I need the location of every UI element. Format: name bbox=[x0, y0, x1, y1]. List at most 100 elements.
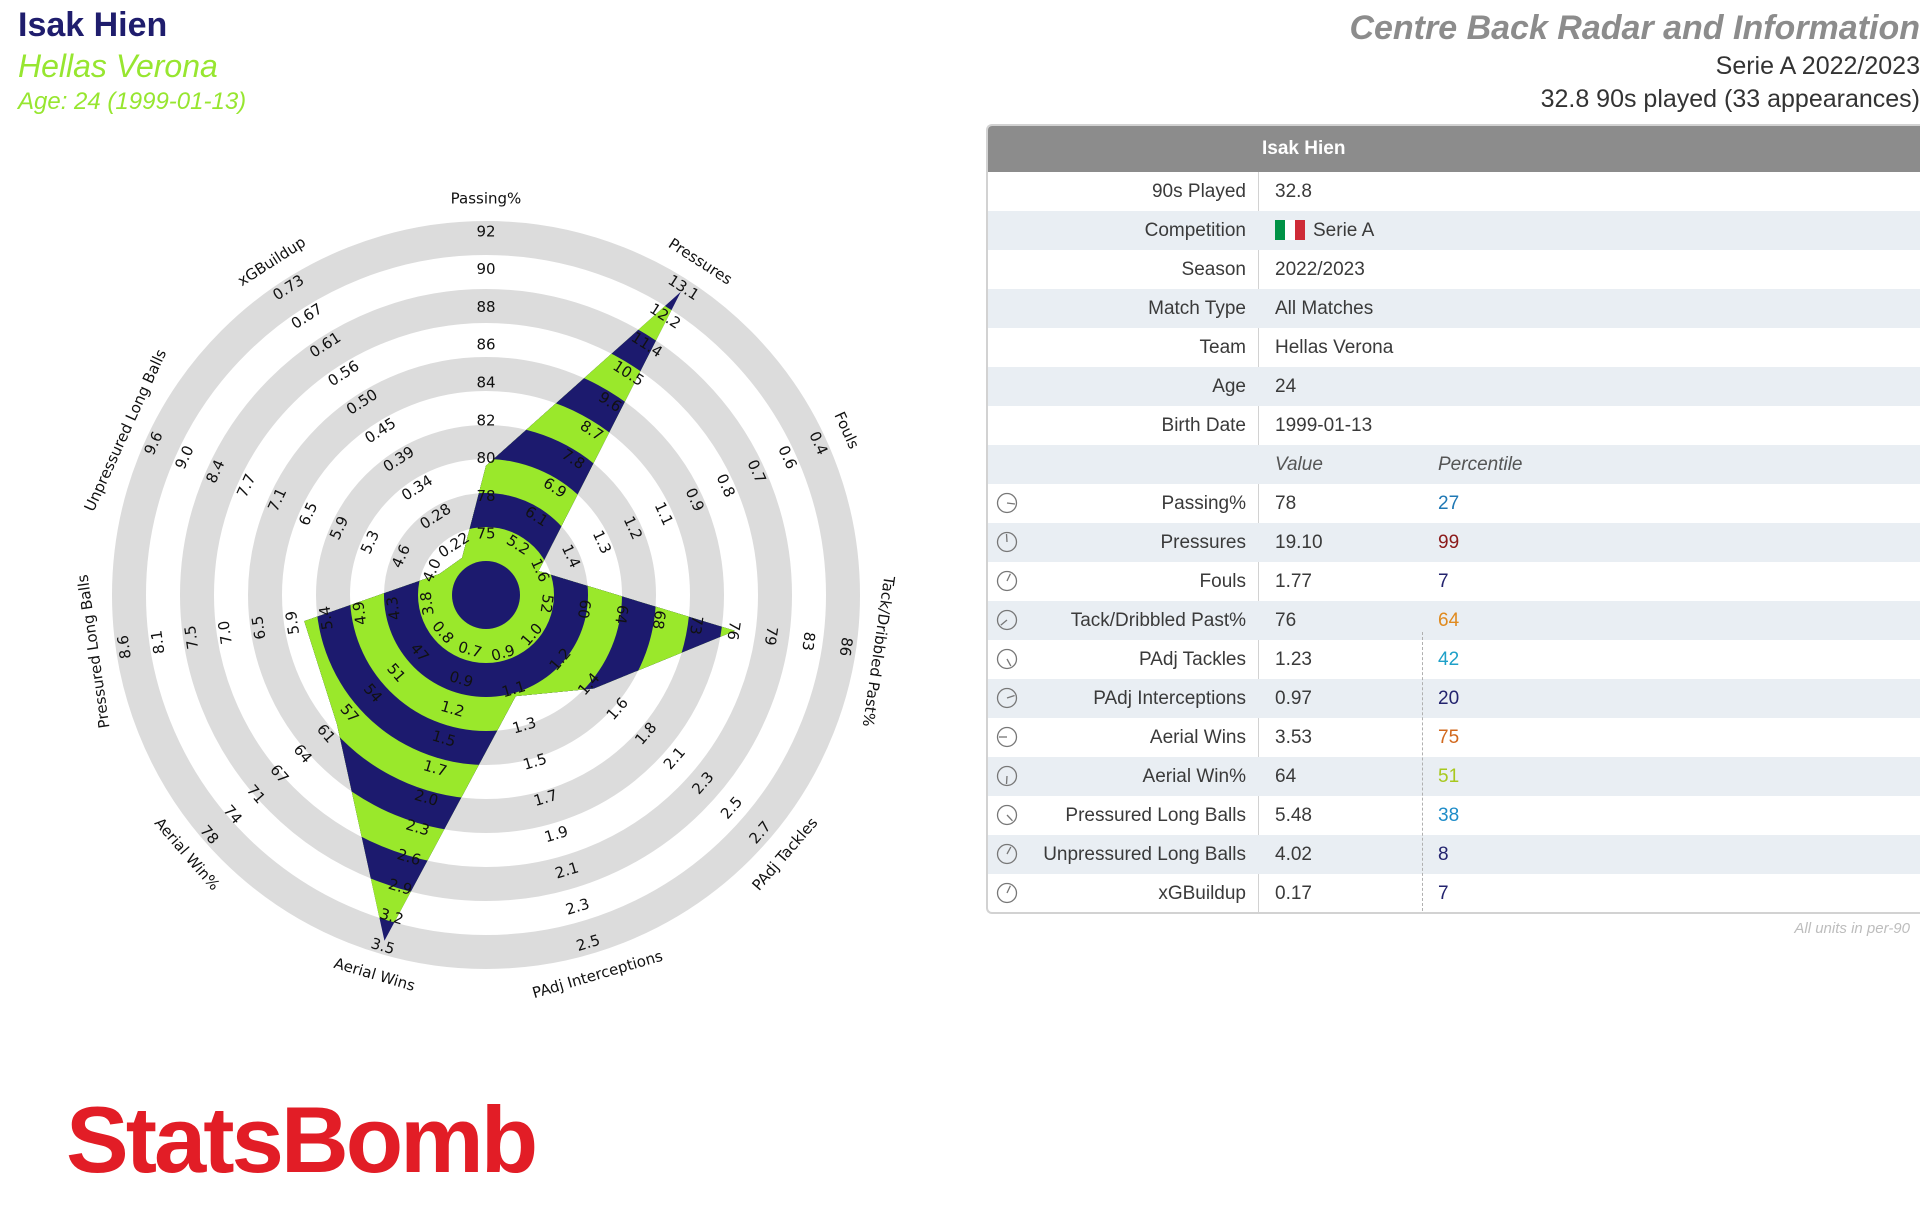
player-header: Isak Hien Hellas Verona Age: 24 (1999-01… bbox=[18, 4, 246, 118]
info-label: Birth Date bbox=[1161, 415, 1246, 436]
gauge-icon bbox=[996, 765, 1018, 787]
tick-label: 3.8 bbox=[416, 590, 437, 616]
radar-ring bbox=[112, 221, 860, 969]
stat-label: PAdj Tackles bbox=[1138, 649, 1246, 670]
gauge-icon bbox=[996, 609, 1018, 631]
info-value: 32.8 bbox=[1275, 181, 1312, 202]
stat-value: 64 bbox=[1275, 766, 1297, 787]
info-value: All Matches bbox=[1275, 298, 1374, 319]
stat-row: PAdj Interceptions 0.97 20 bbox=[988, 679, 1920, 718]
radar-ring bbox=[248, 357, 724, 833]
tick-label: 8.6 bbox=[114, 634, 135, 660]
value-column-header: Value bbox=[1275, 454, 1323, 475]
stat-percentile: 20 bbox=[1438, 688, 1460, 709]
info-row: Birth Date 1999-01-13 bbox=[988, 406, 1920, 445]
tick-label: 1.5 bbox=[430, 727, 458, 751]
tick-label: 2.5 bbox=[717, 793, 746, 823]
italy-flag-icon bbox=[1275, 215, 1305, 240]
stat-label: Tack/Dribbled Past% bbox=[1070, 610, 1246, 631]
stat-value: 4.02 bbox=[1275, 844, 1312, 865]
tick-label: 1.1 bbox=[500, 677, 528, 701]
tick-label: 79 bbox=[761, 625, 782, 646]
chart-title: Centre Back Radar and Information bbox=[1349, 9, 1920, 47]
tick-label: 3.2 bbox=[378, 905, 406, 929]
tick-label: 4.3 bbox=[383, 595, 404, 621]
stat-label: Fouls bbox=[1199, 571, 1246, 592]
age-line: Age: 24 (1999-01-13) bbox=[18, 88, 247, 115]
stat-percentile: 64 bbox=[1438, 610, 1460, 631]
tick-label: 86 bbox=[476, 336, 495, 354]
units-note: All units in per-90 bbox=[1794, 920, 1910, 937]
tick-label: 5.4 bbox=[316, 605, 337, 631]
radar-center bbox=[452, 561, 520, 629]
tick-label: 1.2 bbox=[439, 697, 467, 721]
tick-label: 1.5 bbox=[521, 750, 549, 774]
stat-label: PAdj Interceptions bbox=[1093, 688, 1246, 709]
stat-row: Aerial Win% 64 51 bbox=[988, 757, 1920, 796]
tick-label: 88 bbox=[476, 298, 495, 316]
competition-line: Serie A 2022/2023 bbox=[1715, 52, 1920, 80]
info-label: Competition bbox=[1144, 220, 1246, 241]
gauge-icon bbox=[996, 492, 1018, 514]
tick-label: 80 bbox=[476, 449, 495, 467]
tick-label: 52 bbox=[536, 593, 557, 614]
info-label: Age bbox=[1212, 376, 1246, 397]
stat-value: 1.77 bbox=[1275, 571, 1312, 592]
column-header-row: Value Percentile bbox=[988, 445, 1920, 484]
stat-row: PAdj Tackles 1.23 42 bbox=[988, 640, 1920, 679]
stat-value: 0.17 bbox=[1275, 883, 1312, 904]
stat-row: xGBuildup 0.17 7 bbox=[988, 874, 1920, 912]
tick-label: 84 bbox=[476, 374, 495, 392]
axis-label: Tack/Dribbled Past% bbox=[859, 574, 899, 728]
stat-value: 1.23 bbox=[1275, 649, 1312, 670]
team-name: Hellas Verona bbox=[18, 48, 218, 84]
info-label: Team bbox=[1199, 337, 1246, 358]
stat-value: 19.10 bbox=[1275, 532, 1323, 553]
info-value: 2022/2023 bbox=[1275, 259, 1365, 280]
axis-label: Passing% bbox=[451, 190, 522, 208]
player-name: Isak Hien bbox=[18, 6, 168, 44]
stat-percentile: 8 bbox=[1438, 844, 1449, 865]
gauge-icon bbox=[996, 687, 1018, 709]
stat-label: Aerial Win% bbox=[1142, 766, 1246, 787]
stat-label: Aerial Wins bbox=[1149, 727, 1246, 748]
gauge-icon bbox=[996, 531, 1018, 553]
tick-label: 7.0 bbox=[215, 619, 236, 645]
stat-percentile: 7 bbox=[1438, 571, 1449, 592]
tick-label: 76 bbox=[723, 620, 744, 641]
gauge-icon bbox=[996, 804, 1018, 826]
info-row: Age 24 bbox=[988, 367, 1920, 406]
tick-label: 60 bbox=[574, 598, 595, 619]
stat-value: 3.53 bbox=[1275, 727, 1312, 748]
tick-label: 2.1 bbox=[553, 858, 581, 882]
table-header-name: Isak Hien bbox=[1262, 138, 1346, 159]
tick-label: 1.7 bbox=[421, 756, 449, 780]
info-label: Season bbox=[1181, 259, 1246, 280]
radar-chart: 757880828486889092Passing%5.26.16.97.88.… bbox=[74, 190, 899, 1003]
tick-label: 82 bbox=[476, 411, 495, 429]
chart-header: Centre Back Radar and Information Serie … bbox=[1020, 6, 1920, 116]
statsbomb-logo: StatsBomb bbox=[66, 1087, 538, 1192]
gauge-icon bbox=[996, 882, 1018, 904]
table-header: Isak Hien bbox=[988, 126, 1920, 172]
axis-label: Fouls bbox=[830, 409, 863, 452]
stat-label: Pressured Long Balls bbox=[1065, 805, 1246, 826]
tick-label: 1.7 bbox=[532, 786, 560, 810]
tick-label: 7.5 bbox=[181, 624, 202, 650]
stat-percentile: 51 bbox=[1438, 766, 1460, 787]
stat-value: 0.97 bbox=[1275, 688, 1312, 709]
info-value: 1999-01-13 bbox=[1275, 415, 1373, 436]
tick-label: 2.0 bbox=[412, 786, 440, 810]
tick-label: 78 bbox=[476, 487, 495, 505]
gauge-icon bbox=[996, 570, 1018, 592]
stat-row: Unpressured Long Balls 4.02 8 bbox=[988, 835, 1920, 874]
info-value: 24 bbox=[1275, 376, 1297, 397]
info-value: Serie A bbox=[1275, 211, 1374, 250]
tick-label: 6.5 bbox=[248, 615, 269, 641]
stat-percentile: 38 bbox=[1438, 805, 1460, 826]
tick-label: 2.5 bbox=[574, 931, 602, 955]
stat-percentile: 7 bbox=[1438, 883, 1449, 904]
tick-label: 4.9 bbox=[349, 600, 370, 626]
stat-value: 76 bbox=[1275, 610, 1297, 631]
stat-label: xGBuildup bbox=[1158, 883, 1246, 904]
